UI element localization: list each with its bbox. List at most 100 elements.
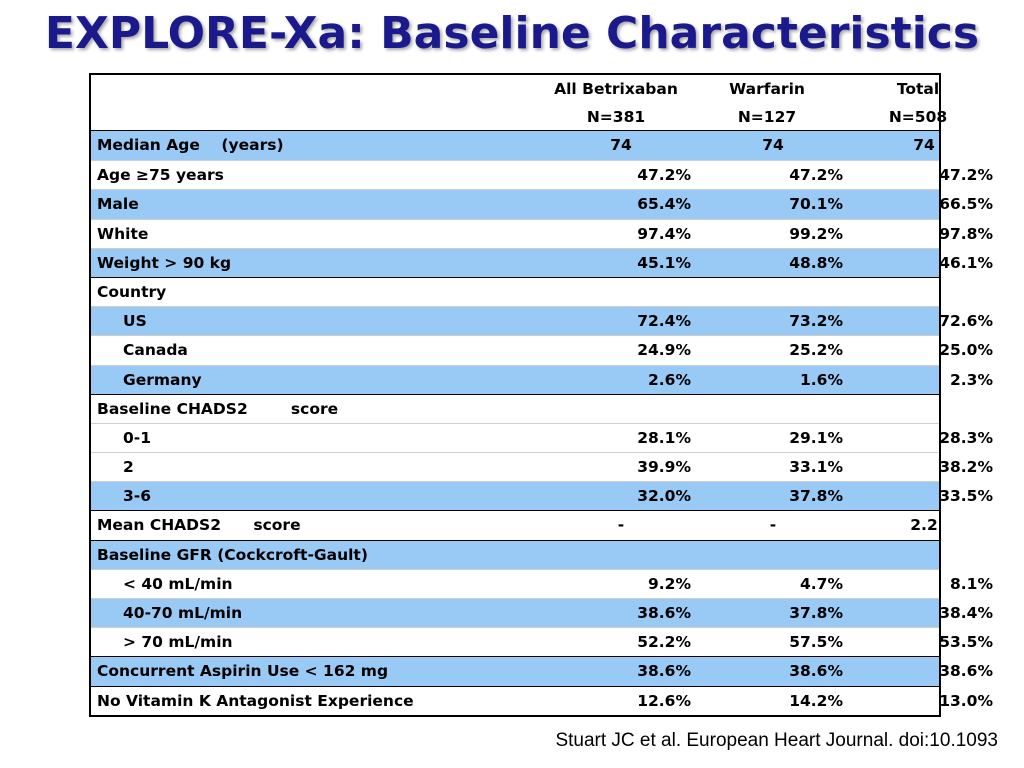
table-row: 40-70 mL/min 38.6% 37.8% 38.4% <box>91 598 993 628</box>
cell-value: 25.2% <box>789 341 843 360</box>
row-label: US <box>123 312 147 331</box>
cell-value: 47.2% <box>789 166 843 185</box>
cell-value: 2.6% <box>648 370 691 389</box>
cell-value: 70.1% <box>789 195 843 214</box>
row-label: 0-1 <box>123 428 152 447</box>
cell-value: 8.1% <box>950 574 993 593</box>
cell-value: 74 <box>610 136 632 154</box>
cell-value: 28.3% <box>939 428 993 447</box>
column-name: All Betrixaban <box>554 80 678 98</box>
column-name: Total <box>896 80 940 98</box>
column-header-total: Total N=508 <box>843 75 993 131</box>
table-row: Mean CHADS2 score - - 2.2 <box>91 510 939 540</box>
row-label: Baseline GFR (Cockcroft-Gault) <box>97 545 368 564</box>
row-label: Mean CHADS2 score <box>97 516 301 535</box>
table-row: Country <box>91 276 939 307</box>
cell-value: 57.5% <box>789 633 843 652</box>
cell-value: 24.9% <box>637 341 691 360</box>
row-label: Weight > 90 kg <box>97 253 232 272</box>
cell-value: 74 <box>913 136 935 154</box>
row-label: Concurrent Aspirin Use < 162 mg <box>97 662 389 681</box>
cell-value: 74 <box>762 136 784 154</box>
table-row: Canada 24.9% 25.2% 25.0% <box>91 335 993 365</box>
table-row: > 70 mL/min 52.2% 57.5% 53.5% <box>91 627 993 657</box>
column-n: N=127 <box>737 108 797 126</box>
cell-value: 14.2% <box>789 691 843 710</box>
cell-value: 9.2% <box>648 574 691 593</box>
cell-value: 97.8% <box>939 224 993 243</box>
cell-value: 32.0% <box>637 487 691 506</box>
slide-title: EXPLORE-Xa: Baseline Characteristics <box>44 8 980 59</box>
row-label: Male <box>97 195 139 214</box>
table-row: Germany 2.6% 1.6% 2.3% <box>91 364 993 394</box>
cell-value: 38.6% <box>637 662 691 681</box>
cell-value: 39.9% <box>637 458 691 477</box>
table-row: Male 65.4% 70.1% 66.5% <box>91 189 993 219</box>
cell-value: 1.6% <box>800 370 843 389</box>
cell-value: 73.2% <box>789 312 843 331</box>
citation: Stuart JC et al. European Heart Journal.… <box>555 730 998 751</box>
table-row: < 40 mL/min 9.2% 4.7% 8.1% <box>91 568 993 598</box>
column-n: N=381 <box>586 108 646 126</box>
cell-value: 28.1% <box>637 428 691 447</box>
row-label: White <box>97 224 149 243</box>
column-name: Warfarin <box>729 80 805 98</box>
table-row: 0-1 28.1% 29.1% 28.3% <box>91 422 993 453</box>
cell-value: 4.7% <box>800 574 843 593</box>
cell-value: 45.1% <box>637 253 691 272</box>
table-row: 2 39.9% 33.1% 38.2% <box>91 452 993 482</box>
table-row: White 97.4% 99.2% 97.8% <box>91 218 993 248</box>
cell-value: 2.3% <box>950 370 993 389</box>
row-label: Country <box>97 282 167 301</box>
cell-value: 38.2% <box>939 458 993 477</box>
cell-value: 12.6% <box>637 691 691 710</box>
table-row: Concurrent Aspirin Use < 162 mg 38.6% 38.6… <box>91 656 993 686</box>
table-row: Weight > 90 kg 45.1% 48.8% 46.1% <box>91 247 993 277</box>
cell-value: 53.5% <box>939 633 993 652</box>
table-header: All Betrixaban N=381 Warfarin N=127 Tota… <box>91 75 947 131</box>
row-label: < 40 mL/min <box>123 574 233 593</box>
row-label: 40-70 mL/min <box>123 604 243 622</box>
cell-value: 66.5% <box>939 195 993 214</box>
cell-value: 52.2% <box>637 633 691 652</box>
cell-value: 33.5% <box>939 487 993 506</box>
row-label: No Vitamin K Antagonist Experience <box>97 691 414 710</box>
cell-value: 25.0% <box>939 341 993 360</box>
row-label: Germany <box>123 370 202 389</box>
cell-value: 38.6% <box>939 662 993 681</box>
cell-value: 46.1% <box>939 253 993 272</box>
table-row: No Vitamin K Antagonist Experience 12.6% 1… <box>91 685 993 715</box>
cell-value: 38.4% <box>939 604 993 622</box>
row-label: 3-6 <box>123 487 152 506</box>
cell-value: 47.2% <box>637 166 691 185</box>
table-row: Baseline CHADS2 score <box>91 393 939 423</box>
column-n: N=508 <box>888 108 948 126</box>
cell-value: 72.4% <box>637 312 691 331</box>
cell-value: 48.8% <box>789 253 843 272</box>
table-row: Baseline GFR (Cockcroft-Gault) <box>91 539 939 569</box>
table-row: Age ≥75 years 47.2% 47.2% 47.2% <box>91 160 993 190</box>
baseline-table: All Betrixaban N=381 Warfarin N=127 Tota… <box>89 73 993 717</box>
row-label: > 70 mL/min <box>123 633 233 652</box>
row-label: 2 <box>123 458 134 477</box>
cell-value: 13.0% <box>939 691 993 710</box>
cell-value: 37.8% <box>789 487 843 506</box>
column-header-warfarin: Warfarin N=127 <box>691 75 843 131</box>
cell-value: 99.2% <box>789 224 843 243</box>
table-body: Median Age (years) 74 74 74 Age ≥75 years 47.… <box>91 131 993 715</box>
cell-value: 29.1% <box>789 428 843 447</box>
table-row: 3-6 32.0% 37.8% 33.5% <box>91 481 993 511</box>
cell-value: 2.2 <box>910 516 938 535</box>
cell-value: 38.6% <box>637 604 691 622</box>
table-row: US 72.4% 73.2% 72.6% <box>91 306 993 336</box>
cell-value: - <box>769 516 777 535</box>
cell-value: 97.4% <box>637 224 691 243</box>
cell-value: 65.4% <box>637 195 691 214</box>
column-header-betrixaban: All Betrixaban N=381 <box>541 75 691 131</box>
row-label: Baseline CHADS2 score <box>97 399 339 418</box>
row-label: Age ≥75 years <box>97 166 224 185</box>
cell-value: - <box>617 516 625 535</box>
cell-value: 47.2% <box>939 166 993 185</box>
cell-value: 38.6% <box>789 662 843 681</box>
row-label: Canada <box>123 341 188 360</box>
